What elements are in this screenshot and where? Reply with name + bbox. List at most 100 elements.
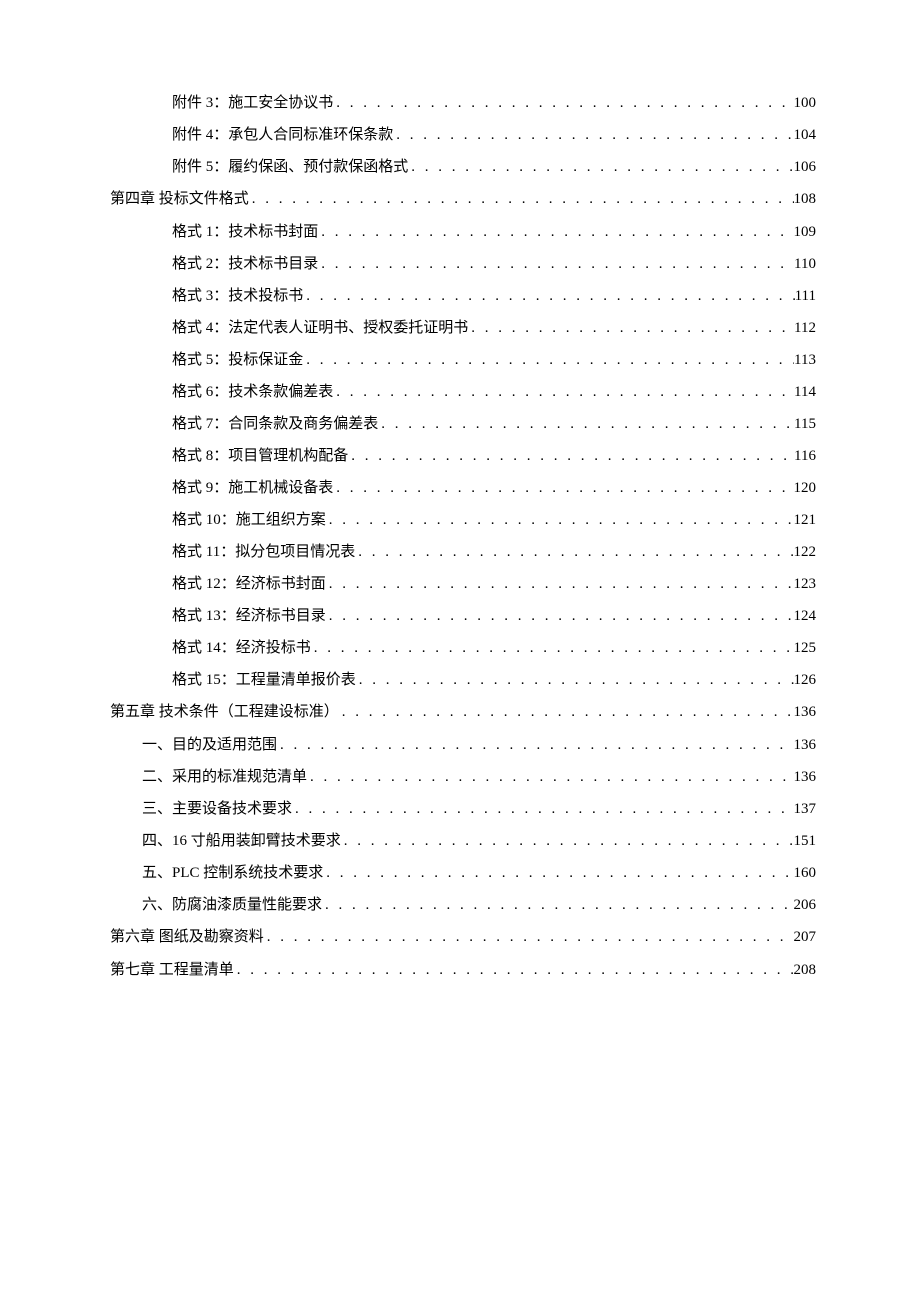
toc-entry: 第七章 工程量清单 208	[110, 963, 816, 978]
toc-entry-label: 附件 3：施工安全协议书	[172, 96, 333, 111]
toc-leader-dots	[307, 770, 793, 785]
toc-leader-dots	[323, 866, 793, 881]
toc-entry: 第六章 图纸及勘察资料207	[110, 930, 816, 945]
document-page: 附件 3：施工安全协议书 100 附件 4：承包人合同标准环保条款 104 附件 5…	[0, 0, 920, 1302]
toc-leader-dots	[326, 513, 794, 528]
toc-entry-label: 格式 10：施工组织方案	[172, 513, 326, 528]
toc-leader-dots	[311, 641, 794, 656]
toc-entry-page: 106	[794, 160, 817, 175]
toc-entry-page: 125	[794, 641, 817, 656]
toc-entry-label: 第七章 工程量清单	[110, 963, 234, 978]
toc-entry: 附件 4：承包人合同标准环保条款 104	[110, 128, 816, 143]
toc-leader-dots	[408, 160, 793, 175]
toc-entry-page: 120	[794, 481, 817, 496]
toc-leader-dots	[333, 481, 793, 496]
toc-entry: 格式 5：投标保证金 113	[110, 353, 816, 368]
toc-entry: 格式 3：技术投标书 111	[110, 289, 816, 304]
toc-entry: 第五章 技术条件（工程建设标准） 136	[110, 705, 816, 720]
toc-entry-page: 136	[794, 738, 817, 753]
toc-leader-dots	[339, 705, 794, 720]
toc-entry-label: 格式 9：施工机械设备表	[172, 481, 333, 496]
toc-entry-label: 第五章 技术条件（工程建设标准）	[110, 705, 339, 720]
toc-entry-page: 104	[794, 128, 817, 143]
toc-entry-page: 108	[794, 192, 817, 207]
toc-leader-dots	[322, 898, 793, 913]
toc-entry-page: 115	[794, 417, 816, 432]
toc-entry-page: 207	[794, 930, 817, 945]
toc-entry-page: 114	[794, 385, 816, 400]
toc-entry-label: 附件 4：承包人合同标准环保条款	[172, 128, 393, 143]
toc-leader-dots	[264, 930, 794, 945]
toc-leader-dots	[326, 577, 794, 592]
toc-entry-label: 六、防腐油漆质量性能要求	[142, 898, 322, 913]
toc-entry-page: 123	[794, 577, 817, 592]
toc-entry-page: 109	[794, 225, 817, 240]
toc-leader-dots	[348, 449, 794, 464]
toc-entry: 六、防腐油漆质量性能要求206	[110, 898, 816, 913]
toc-entry-label: 附件 5：履约保函、预付款保函格式	[172, 160, 408, 175]
toc-entry-label: 格式 7：合同条款及商务偏差表	[172, 417, 378, 432]
toc-entry-page: 116	[794, 449, 816, 464]
toc-leader-dots	[378, 417, 794, 432]
toc-entry-label: 五、PLC 控制系统技术要求	[142, 866, 323, 881]
toc-entry-page: 137	[794, 802, 817, 817]
toc-entry: 格式 13：经济标书目录 124	[110, 609, 816, 624]
toc-entry-page: 208	[794, 963, 817, 978]
toc-leader-dots	[341, 834, 794, 849]
toc-entry: 格式 12：经济标书封面 123	[110, 577, 816, 592]
toc-leader-dots	[249, 192, 794, 207]
toc-leader-dots	[333, 96, 793, 111]
toc-entry-page: 136	[794, 705, 817, 720]
toc-leader-dots	[234, 963, 794, 978]
toc-entry: 四、16 寸船用装卸臂技术要求 151	[110, 834, 816, 849]
toc-entry: 第四章 投标文件格式 108	[110, 192, 816, 207]
toc-entry: 格式 9：施工机械设备表 120	[110, 481, 816, 496]
toc-entry: 附件 5：履约保函、预付款保函格式 106	[110, 160, 816, 175]
toc-leader-dots	[393, 128, 793, 143]
toc-entry: 格式 10：施工组织方案 121	[110, 513, 816, 528]
toc-entry-page: 160	[794, 866, 817, 881]
toc-entry-label: 四、16 寸船用装卸臂技术要求	[142, 834, 341, 849]
toc-leader-dots	[303, 289, 794, 304]
toc-entry-page: 110	[794, 257, 816, 272]
toc-entry-label: 一、目的及适用范围	[142, 738, 277, 753]
toc-entry-page: 122	[794, 545, 817, 560]
toc-entry-label: 格式 4：法定代表人证明书、授权委托证明书	[172, 321, 468, 336]
toc-entry-label: 第四章 投标文件格式	[110, 192, 249, 207]
toc-entry-label: 格式 6：技术条款偏差表	[172, 385, 333, 400]
toc-entry-label: 三、主要设备技术要求	[142, 802, 292, 817]
toc-entry-label: 格式 1：技术标书封面	[172, 225, 318, 240]
toc-entry: 格式 8：项目管理机构配备 116	[110, 449, 816, 464]
toc-leader-dots	[318, 225, 793, 240]
toc-entry-label: 格式 14：经济投标书	[172, 641, 311, 656]
toc-entry-label: 格式 15：工程量清单报价表	[172, 673, 356, 688]
toc-leader-dots	[303, 353, 794, 368]
toc-entry: 五、PLC 控制系统技术要求 160	[110, 866, 816, 881]
toc-entry-label: 格式 8：项目管理机构配备	[172, 449, 348, 464]
toc-entry-page: 113	[794, 353, 816, 368]
toc-entry-page: 126	[794, 673, 817, 688]
toc-leader-dots	[277, 738, 793, 753]
toc-leader-dots	[356, 673, 794, 688]
toc-entry: 格式 2：技术标书目录 110	[110, 257, 816, 272]
toc-entry: 格式 15：工程量清单报价表 126	[110, 673, 816, 688]
toc-entry: 格式 11：拟分包项目情况表 122	[110, 545, 816, 560]
toc-leader-dots	[318, 257, 794, 272]
toc-entry: 格式 14：经济投标书 125	[110, 641, 816, 656]
toc-entry-label: 二、采用的标准规范清单	[142, 770, 307, 785]
toc-entry-page: 151	[794, 834, 817, 849]
toc-entry-page: 121	[794, 513, 817, 528]
toc-entry-page: 100	[794, 96, 817, 111]
toc-entry-page: 136	[794, 770, 817, 785]
toc-entry-page: 111	[795, 289, 816, 304]
toc-leader-dots	[326, 609, 794, 624]
toc-entry-label: 格式 3：技术投标书	[172, 289, 303, 304]
toc-entry: 格式 6：技术条款偏差表 114	[110, 385, 816, 400]
toc-leader-dots	[468, 321, 794, 336]
toc-entry-page: 112	[794, 321, 816, 336]
toc-leader-dots	[333, 385, 794, 400]
toc-entry: 格式 1：技术标书封面 109	[110, 225, 816, 240]
toc-entry: 三、主要设备技术要求 137	[110, 802, 816, 817]
toc-entry-page: 124	[794, 609, 817, 624]
toc-entry: 附件 3：施工安全协议书 100	[110, 96, 816, 111]
